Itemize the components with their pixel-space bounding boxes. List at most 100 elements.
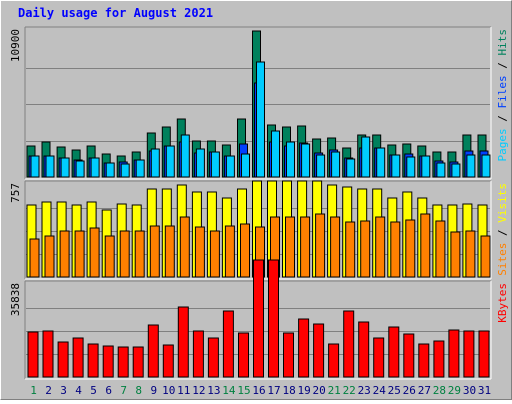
bar-pages-day-17 [271, 130, 280, 178]
legend- /: / [496, 223, 509, 243]
bar-pages-day-2 [45, 155, 55, 178]
bar-pages-day-5 [90, 157, 100, 178]
bar-pages-day-30 [466, 154, 476, 178]
bar-pages-day-4 [75, 160, 85, 178]
bar-kbytes-day-29 [448, 329, 460, 378]
bar-pages-day-20 [316, 154, 326, 178]
bar-pages-day-11 [180, 134, 190, 178]
day-label-2: 2 [45, 384, 52, 397]
bar-kbytes-day-11 [177, 306, 189, 378]
bar-kbytes-day-19 [298, 318, 310, 378]
bar-pages-day-27 [421, 155, 431, 178]
hits-panel: 10900 Pages / Files / Hits [9, 26, 509, 180]
day-label-4: 4 [75, 384, 82, 397]
bar-sites-day-8 [134, 230, 145, 278]
legend- /: / [496, 56, 509, 76]
day-label-19: 19 [297, 384, 310, 397]
bar-kbytes-day-5 [87, 343, 99, 378]
bar-sites-day-29 [450, 231, 461, 278]
day-label-8: 8 [135, 384, 142, 397]
day-label-28: 28 [433, 384, 446, 397]
day-label-22: 22 [343, 384, 356, 397]
panels-layer: 10900 Pages / Files / Hits 757 Sites / Visi… [9, 26, 509, 380]
bar-sites-day-28 [435, 220, 446, 278]
bar-kbytes-day-27 [418, 343, 430, 378]
bar-pages-day-14 [225, 155, 235, 178]
bar-pages-day-29 [451, 163, 461, 178]
bar-pages-day-16 [256, 61, 265, 178]
bar-pages-day-22 [346, 158, 356, 178]
day-label-17: 17 [267, 384, 280, 397]
bar-kbytes-day-23 [358, 321, 370, 378]
day-label-26: 26 [403, 384, 416, 397]
legend-sites: Sites [496, 243, 509, 276]
day-label-5: 5 [90, 384, 97, 397]
bar-pages-day-15 [241, 153, 250, 178]
bar-sites-day-22 [345, 221, 356, 278]
bar-sites-day-10 [164, 225, 175, 278]
bar-kbytes-day-25 [388, 326, 400, 378]
bar-kbytes-day-8 [132, 346, 144, 378]
bar-sites-day-13 [209, 230, 220, 278]
bar-pages-day-24 [376, 147, 386, 178]
day-label-6: 6 [105, 384, 112, 397]
bar-sites-day-14 [224, 225, 235, 278]
day-labels: 1 2 3 4 5 6 7 8 9 10 11 12 13 14 15 16 17 18 19 20 21 22 23 24 2… [30, 384, 491, 397]
bar-sites-day-12 [194, 226, 205, 278]
legend-visits: Visits [496, 183, 509, 223]
bar-kbytes-day-16 [253, 259, 264, 378]
bar-sites-day-21 [330, 216, 341, 278]
bar-kbytes-day-3 [57, 341, 69, 378]
bar-kbytes-day-30 [463, 330, 475, 378]
bar-sites-day-5 [89, 227, 100, 278]
max-value-label: 10900 [9, 29, 22, 62]
bar-kbytes-day-26 [403, 333, 415, 378]
day-label-21: 21 [328, 384, 341, 397]
bar-sites-day-3 [59, 230, 70, 278]
bar-kbytes-day-28 [433, 340, 445, 378]
bar-pages-day-31 [481, 154, 491, 178]
bar-pages-day-8 [135, 159, 145, 178]
bar-kbytes-day-10 [162, 344, 174, 378]
bar-sites-day-26 [405, 219, 416, 278]
bar-pages-day-1 [30, 155, 40, 178]
bar-pages-day-12 [195, 148, 205, 178]
day-label-9: 9 [150, 384, 157, 397]
bar-sites-day-9 [149, 225, 160, 278]
legend-kbytes: KBytes [496, 283, 509, 323]
day-label-1: 1 [30, 384, 37, 397]
legend: Sites / Visits [496, 183, 509, 276]
bar-pages-day-9 [150, 148, 160, 178]
bar-sites-day-31 [480, 235, 491, 278]
bar-sites-day-19 [300, 216, 311, 278]
bar-pages-day-13 [210, 151, 220, 178]
bar-kbytes-day-17 [268, 259, 279, 378]
day-label-11: 11 [177, 384, 190, 397]
day-label-18: 18 [282, 384, 295, 397]
day-label-24: 24 [373, 384, 387, 397]
bar-sites-day-7 [119, 230, 130, 278]
bar-pages-day-26 [406, 156, 416, 178]
chart-title: Daily usage for August 2021 [18, 6, 214, 20]
bar-sites-day-20 [315, 213, 326, 278]
bar-sites-day-18 [285, 216, 295, 278]
day-label-3: 3 [60, 384, 67, 397]
bar-pages-day-7 [120, 163, 130, 178]
bar-pages-day-18 [286, 141, 295, 178]
legend-hits: Hits [496, 29, 509, 56]
day-label-30: 30 [463, 384, 476, 397]
bar-kbytes-day-21 [328, 343, 340, 378]
bar-kbytes-day-20 [313, 323, 325, 378]
day-label-7: 7 [120, 384, 127, 397]
bar-kbytes-day-14 [222, 310, 234, 378]
legend-files: Files [496, 75, 509, 108]
bar-pages-day-25 [391, 154, 401, 178]
bar-kbytes-day-22 [343, 310, 355, 378]
bar-pages-day-23 [361, 136, 371, 178]
bar-sites-day-15 [240, 223, 250, 278]
max-value-label: 757 [9, 183, 22, 203]
max-value-label: 35838 [9, 283, 22, 316]
bar-sites-day-2 [44, 235, 55, 278]
bar-kbytes-day-6 [102, 345, 114, 378]
